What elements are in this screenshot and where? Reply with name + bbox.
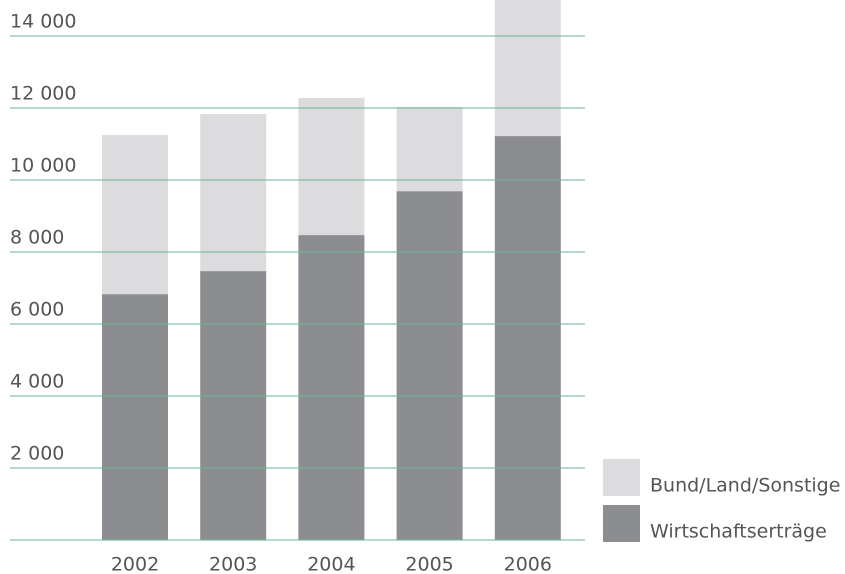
bar-segment <box>396 106 463 192</box>
y-tick-label: 12 000 <box>10 83 76 105</box>
bar-segment <box>102 294 168 540</box>
bar-segment <box>494 0 561 137</box>
y-tick-label: 14 000 <box>10 11 76 33</box>
y-tick-label: 8 000 <box>10 227 64 249</box>
x-tick-label: 2005 <box>405 554 453 574</box>
x-tick-label: 2006 <box>504 554 552 574</box>
bar-segment <box>298 235 365 540</box>
y-tick-label: 4 000 <box>10 371 64 393</box>
y-tick-label: 6 000 <box>10 299 64 321</box>
legend-swatch <box>603 505 640 542</box>
y-tick-label: 2 000 <box>10 443 64 465</box>
legend-label: Bund/Land/Sonstige <box>650 475 840 497</box>
bars <box>102 0 561 540</box>
bar-segment <box>494 136 561 540</box>
legend-swatch <box>603 459 640 496</box>
x-tick-label: 2004 <box>307 554 355 574</box>
bar-segment <box>102 135 168 295</box>
x-tick-label: 2002 <box>111 554 159 574</box>
bar-segment <box>200 114 267 272</box>
bar-segment <box>396 191 463 540</box>
legend-label: Wirtschaftserträge <box>650 521 827 543</box>
y-tick-label: 10 000 <box>10 155 76 177</box>
x-tick-label: 2003 <box>209 554 257 574</box>
bar-segment <box>200 271 267 540</box>
bar-segment <box>298 97 365 236</box>
